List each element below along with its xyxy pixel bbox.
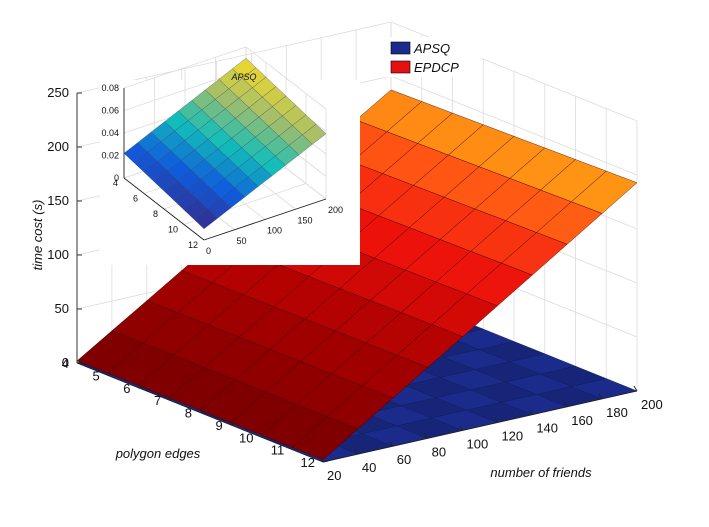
y-tick-label: 12 (301, 455, 315, 470)
x-tick-label: 120 (501, 429, 523, 444)
inset-y-tick-label: 10 (168, 225, 178, 235)
z-tick-label: 100 (47, 247, 69, 262)
inset-z-tick-label: 0.08 (101, 83, 119, 93)
x-tick-label: 40 (362, 460, 376, 475)
epdcp-surface-cell (291, 416, 359, 461)
y-tick-label: 11 (271, 443, 285, 458)
inset-y-tick-label: 6 (133, 194, 138, 204)
inset-x-tick-label: 0 (206, 246, 211, 256)
x-tick-label: 20 (327, 468, 341, 483)
inset-x-tick-label: 100 (267, 226, 282, 236)
legend-swatch-apsq (390, 41, 411, 55)
inset-y-tick-label: 8 (153, 209, 158, 219)
z-tick-label: 0 (62, 355, 69, 370)
legend: APSQ EPDCP (381, 37, 481, 77)
inset-chart: 0 0.02 0.04 0.06 0.08 4 6 8 10 12 0 50 100 150 200 APS… (100, 46, 360, 265)
inset-z-tick-label: 0.02 (101, 151, 119, 161)
x-tick-label: 100 (467, 436, 489, 451)
z-tick-label: 50 (55, 301, 69, 316)
inset-tick-labels: 0 0.02 0.04 0.06 0.08 4 6 8 10 12 0 50 100 150 200 (101, 83, 343, 256)
y-tick-label: 10 (239, 430, 253, 445)
legend-label-apsq: APSQ (413, 41, 450, 56)
inset-title: APSQ (230, 72, 256, 82)
inset-x-tick-label: 50 (237, 236, 247, 246)
inset-y-tick-label: 12 (188, 240, 198, 250)
z-tick-label: 150 (47, 193, 69, 208)
y-tick-label: 8 (185, 406, 192, 421)
y-axis-label: polygon edges (115, 446, 201, 461)
inset-x-tick-label: 200 (328, 205, 343, 215)
x-tick-label: 80 (432, 444, 446, 459)
x-axis-label: number of friends (490, 465, 592, 480)
y-tick-label: 6 (123, 381, 130, 396)
legend-swatch-epdcp (390, 60, 411, 74)
inset-axes (123, 88, 327, 241)
y-tick-label: 5 (93, 368, 100, 383)
z-tick-label: 200 (47, 139, 69, 154)
z-axis-label: time cost (s) (30, 200, 45, 271)
x-tick-label: 60 (397, 452, 411, 467)
x-tick-labels: 20 40 60 80 100 120 140 160 180 200 (327, 397, 663, 483)
y-tick-label: 7 (154, 393, 161, 408)
inset-y-tick-label: 4 (113, 178, 118, 188)
inset-z-tick-label: 0.06 (101, 106, 119, 116)
axes (76, 92, 638, 463)
x-tick-label: 200 (641, 397, 663, 412)
z-tick-label: 250 (47, 85, 69, 100)
inset-z-tick-label: 0 (114, 173, 119, 183)
x-tick-label: 160 (571, 413, 593, 428)
y-tick-label: 9 (216, 418, 223, 433)
inset-x-tick-label: 150 (298, 215, 313, 225)
y-tick-label: 4 (62, 356, 69, 371)
inset-apsq-surface (123, 58, 327, 229)
x-tick-label: 140 (536, 421, 558, 436)
y-tick-labels: 4 5 6 7 8 9 10 11 12 (62, 356, 315, 470)
z-tick-labels: 0 50 100 150 200 250 (47, 85, 69, 370)
inset-z-tick-label: 0.04 (101, 128, 119, 138)
inset-surface-cell (193, 208, 218, 229)
legend-label-epdcp: EPDCP (414, 60, 459, 75)
x-tick-label: 180 (606, 405, 628, 420)
